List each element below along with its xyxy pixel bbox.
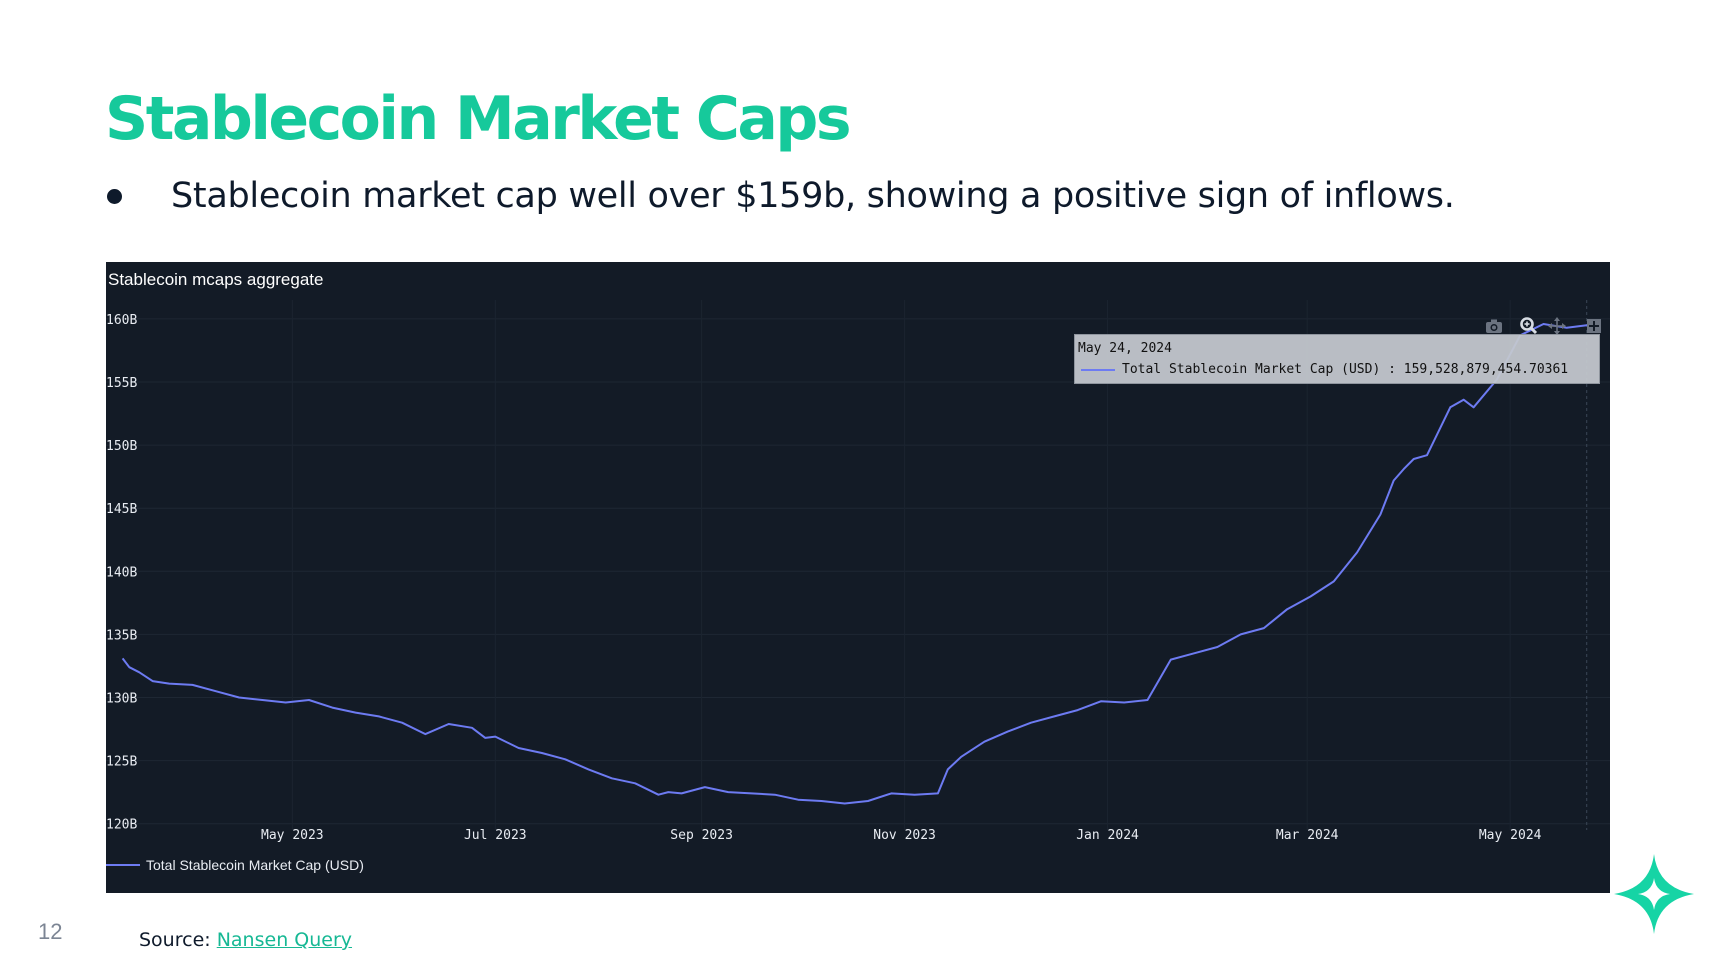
zoom-icon[interactable]	[1519, 316, 1539, 336]
y-tick-label: 155B	[106, 376, 137, 391]
page-number: 12	[38, 919, 63, 944]
y-tick-label: 135B	[106, 628, 137, 643]
y-tick-label: 130B	[106, 692, 137, 707]
line-chart[interactable]: 120B 125B 130B 135B 140B 145B 150B 155B 160B May …	[106, 262, 1610, 893]
x-tick-label: May 2023	[261, 828, 324, 843]
autoscale-icon[interactable]	[1584, 316, 1604, 336]
tooltip-date: May 24, 2024	[1078, 341, 1172, 356]
y-tick-label: 160B	[106, 313, 137, 328]
bullet-dot-icon	[107, 188, 122, 204]
x-tick-label: Nov 2023	[873, 828, 936, 843]
chart-title: Stablecoin mcaps aggregate	[108, 270, 324, 289]
bullet-point: Stablecoin market cap well over $159b, s…	[107, 176, 1455, 216]
source-label: Source:	[139, 929, 217, 951]
tooltip-value: Total Stablecoin Market Cap (USD) : 159,…	[1122, 362, 1569, 377]
bullet-text: Stablecoin market cap well over $159b, s…	[171, 176, 1455, 216]
x-tick-label: Mar 2024	[1276, 828, 1339, 843]
brand-logo-icon	[1614, 854, 1694, 934]
x-tick-label: Sep 2023	[670, 828, 733, 843]
hover-tooltip: May 24, 2024 Total Stablecoin Market Cap…	[1074, 334, 1600, 384]
y-tick-label: 125B	[106, 755, 137, 770]
source-line: Source: Nansen Query	[139, 929, 352, 951]
series-line	[121, 323, 1601, 805]
x-tick-label: Jul 2023	[464, 828, 527, 843]
y-tick-label: 150B	[106, 439, 137, 454]
chart-panel[interactable]: Stablecoin mcaps aggregate 120B 125B 130B 1…	[106, 262, 1610, 893]
y-tick-label: 140B	[106, 565, 137, 580]
tooltip-swatch	[1081, 368, 1115, 371]
y-tick-label: 120B	[106, 818, 137, 833]
legend-swatch	[106, 864, 140, 866]
chart-legend[interactable]: Total Stablecoin Market Cap (USD)	[106, 857, 364, 873]
slide-title: Stablecoin Market Caps	[105, 84, 852, 154]
pan-icon[interactable]	[1547, 316, 1567, 336]
x-tick-label: Jan 2024	[1076, 828, 1139, 843]
source-link[interactable]: Nansen Query	[216, 929, 353, 951]
legend-label[interactable]: Total Stablecoin Market Cap (USD)	[146, 857, 364, 873]
y-tick-label: 145B	[106, 502, 137, 517]
x-tick-label: May 2024	[1479, 828, 1542, 843]
camera-icon[interactable]	[1484, 316, 1504, 336]
